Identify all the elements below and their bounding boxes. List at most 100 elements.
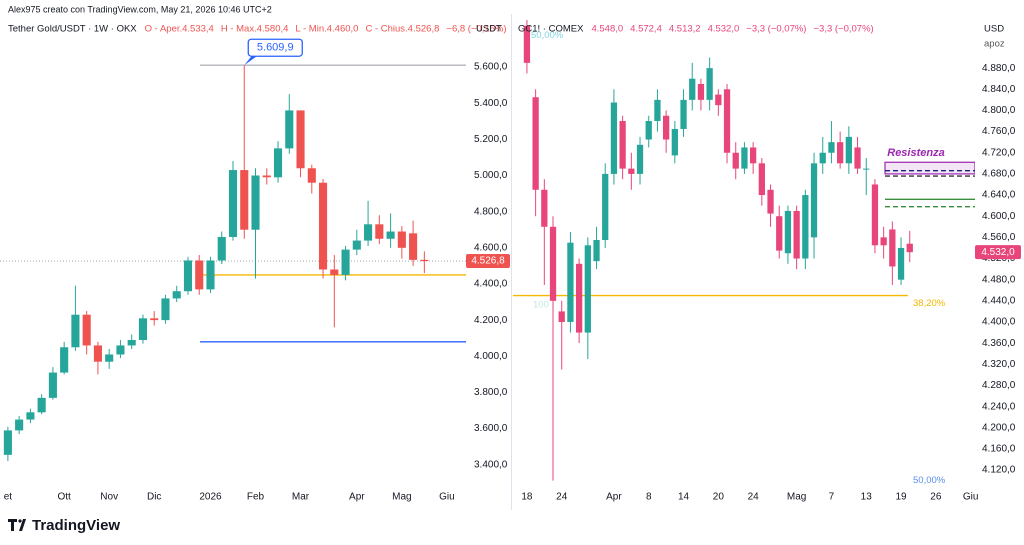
y-unit: USDT bbox=[476, 24, 502, 35]
candle-body bbox=[549, 226, 557, 301]
candle-body bbox=[750, 147, 757, 164]
y-tick-label: 4.480,0 bbox=[982, 274, 1016, 285]
y-tick-label: 4.400,0 bbox=[982, 317, 1016, 328]
candle-body bbox=[262, 175, 271, 178]
candle-body bbox=[854, 147, 861, 169]
candle-body bbox=[706, 68, 713, 100]
x-tick-label: Giu bbox=[439, 492, 455, 503]
candle-body bbox=[671, 128, 678, 156]
candle-body bbox=[161, 298, 170, 321]
candle-body bbox=[697, 83, 705, 100]
legend-value: 4.548,0 bbox=[591, 24, 623, 35]
resistance-label: Resistenza bbox=[887, 147, 944, 159]
candle-body bbox=[906, 243, 913, 253]
candle-body bbox=[364, 224, 373, 241]
y-tick-label: 4.840,0 bbox=[982, 84, 1016, 95]
fib-label: 50,00% bbox=[531, 30, 564, 41]
y-tick-label: 4.120,0 bbox=[982, 465, 1016, 476]
candle-body bbox=[82, 314, 91, 346]
candle-body bbox=[228, 170, 238, 237]
candle-body bbox=[575, 263, 583, 333]
candle-body bbox=[584, 245, 591, 333]
credit: Alex975 creato con TradingView.com, May … bbox=[8, 4, 272, 14]
candle-body bbox=[127, 340, 136, 346]
y-tick-label: 4.440,0 bbox=[982, 295, 1016, 306]
candle-body bbox=[307, 168, 316, 183]
y-tick-label: 5.400,0 bbox=[474, 98, 508, 109]
legend-value: −6,8 (−0,15%) bbox=[446, 24, 506, 35]
candle-body bbox=[397, 231, 406, 248]
x-tick-label: Ott bbox=[57, 492, 71, 503]
legend-value: −3,3 (−0,07%) bbox=[746, 24, 806, 35]
y-tick-label: 4.720,0 bbox=[982, 147, 1016, 158]
high-callout-label: 5.609,9 bbox=[257, 42, 294, 54]
candle-body bbox=[296, 110, 305, 169]
y-tick-label: 4.160,0 bbox=[982, 444, 1016, 455]
candle-body bbox=[93, 345, 102, 362]
candle-body bbox=[150, 318, 159, 321]
y-tick-label: 4.880,0 bbox=[982, 63, 1016, 74]
candle-body bbox=[636, 144, 644, 174]
pane-left bbox=[0, 64, 466, 462]
last-price-tag bbox=[466, 254, 510, 269]
x-tick-label: Dic bbox=[147, 492, 161, 503]
y-tick-label: 3.400,0 bbox=[474, 459, 508, 470]
candle-body bbox=[897, 247, 905, 280]
candle-body bbox=[723, 89, 731, 153]
y-tick-label: 5.600,0 bbox=[474, 62, 508, 73]
x-tick-label: Mag bbox=[787, 492, 806, 503]
candle-body bbox=[863, 168, 870, 170]
x-tick-label: 24 bbox=[748, 492, 760, 503]
candle-body bbox=[732, 152, 739, 169]
legend-value: L - Min.4.460,0 bbox=[295, 24, 358, 35]
y-tick-label: 4.000,0 bbox=[474, 351, 508, 362]
last-price-label: 4.526,8 bbox=[471, 256, 505, 267]
candle-body bbox=[602, 173, 609, 241]
x-tick-label: 24 bbox=[556, 492, 568, 503]
candle-body bbox=[285, 110, 294, 149]
candle-body bbox=[845, 136, 852, 164]
x-tick-label: et bbox=[4, 492, 13, 503]
y-unit-note: apoz bbox=[984, 39, 1005, 50]
candle-body bbox=[60, 347, 69, 373]
y-tick-label: 5.200,0 bbox=[474, 134, 508, 145]
high-callout-pointer bbox=[244, 55, 259, 66]
resistance-zone bbox=[884, 161, 975, 175]
y-tick-label: 4.320,0 bbox=[982, 359, 1016, 370]
x-tick-label: 2026 bbox=[199, 492, 222, 503]
y-tick-label: 4.600,0 bbox=[474, 242, 508, 253]
candle-body bbox=[172, 291, 181, 299]
legend-value: O - Aper.4.533,4 bbox=[145, 24, 214, 35]
y-tick-label: 4.600,0 bbox=[982, 211, 1016, 222]
x-tick-label: Giu bbox=[963, 492, 979, 503]
candle-body bbox=[532, 97, 539, 190]
candle-body bbox=[375, 224, 384, 239]
x-tick-label: 13 bbox=[861, 492, 873, 503]
legend-title: GC1! · COMEX bbox=[518, 24, 584, 35]
x-tick-label: Mag bbox=[392, 492, 411, 503]
x-tick-label: 8 bbox=[646, 492, 652, 503]
fib-label: 50,00% bbox=[913, 475, 946, 486]
candle-body bbox=[810, 163, 818, 238]
x-tick-label: 19 bbox=[895, 492, 907, 503]
candle-body bbox=[767, 189, 774, 214]
candle-body bbox=[318, 182, 328, 270]
high-callout-box bbox=[247, 38, 303, 57]
y-tick-label: 4.280,0 bbox=[982, 380, 1016, 391]
candle-body bbox=[541, 189, 548, 227]
candle-body bbox=[715, 94, 722, 106]
x-tick-label: 14 bbox=[678, 492, 690, 503]
candle-body bbox=[71, 314, 80, 348]
candle-body bbox=[138, 318, 148, 341]
legend-value: H - Max.4.580,4 bbox=[221, 24, 289, 35]
last-price-label: 4.532,0 bbox=[981, 247, 1015, 258]
candle-body bbox=[183, 260, 193, 292]
pane-right bbox=[513, 20, 975, 481]
y-tick-label: 4.640,0 bbox=[982, 190, 1016, 201]
candle-body bbox=[105, 354, 114, 362]
y-tick-label: 3.800,0 bbox=[474, 387, 508, 398]
candle-body bbox=[206, 260, 215, 290]
last-price-tag bbox=[975, 245, 1021, 260]
x-tick-label: 26 bbox=[930, 492, 942, 503]
